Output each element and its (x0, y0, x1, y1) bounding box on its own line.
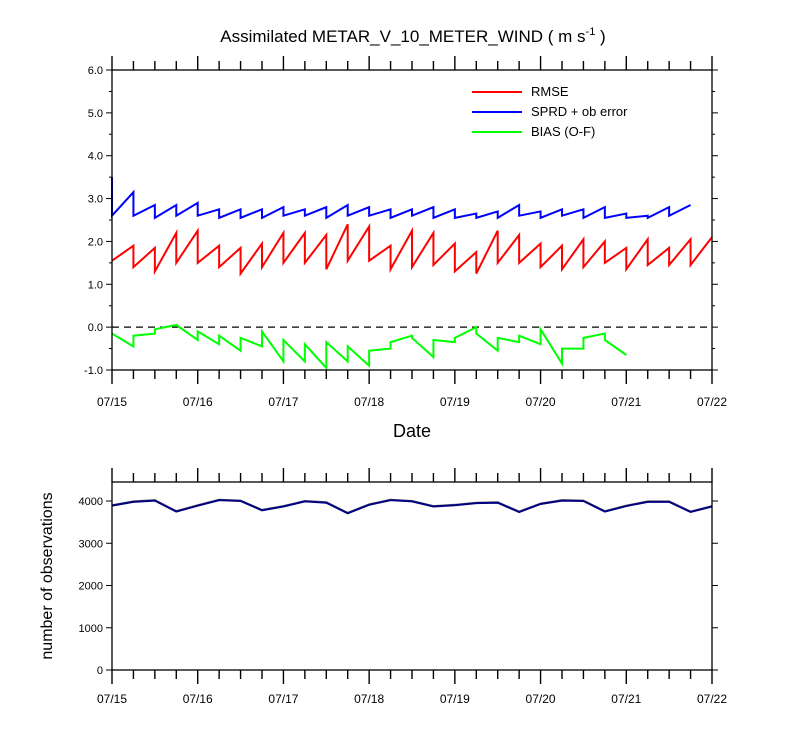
x-tick-label: 07/22 (697, 395, 727, 409)
y-tick-label: 1000 (79, 623, 103, 635)
x-tick-label: 07/21 (611, 692, 641, 706)
x-tick-label: 07/18 (354, 692, 384, 706)
x-tick-label: 07/20 (526, 395, 556, 409)
series-line-bias-o-f (111, 323, 627, 371)
x-tick-label: 07/20 (526, 692, 556, 706)
y-tick-label: 2000 (79, 581, 103, 593)
x-axis-label: Date (393, 421, 431, 441)
series-line-assimilated-observations (111, 499, 713, 515)
chart-title: Assimilated METAR_V_10_METER_WIND ( m s-… (220, 26, 605, 46)
y-axis-label: number of observations (39, 492, 56, 659)
y-tick-label: 1.0 (88, 279, 103, 291)
title-superscript: -1 (586, 26, 596, 38)
top-panel: -1.0 0.0 1.0 2.0 3.0 4.0 5.0 6.0 07/15 07/16 07/17… (84, 56, 727, 409)
bottom-series-group (111, 498, 713, 515)
x-tick-label: 07/15 (97, 395, 127, 409)
x-tick-label: 07/19 (440, 395, 470, 409)
legend: RMSE SPRD + ob error BIAS (O-F) (472, 84, 628, 139)
title-suffix: ) (595, 27, 605, 46)
legend-label: BIAS (O-F) (531, 124, 595, 139)
x-tick-label: 07/18 (354, 395, 384, 409)
x-tick-label: 07/17 (268, 395, 298, 409)
x-tick-label: 07/17 (268, 692, 298, 706)
bottom-plot-frame (111, 481, 713, 671)
y-tick-label: 3000 (79, 538, 103, 550)
x-tick-label: 07/22 (697, 692, 727, 706)
x-tick-label: 07/15 (97, 692, 127, 706)
top-plot-frame (111, 69, 713, 371)
y-tick-label: 4.0 (88, 151, 103, 163)
y-tick-label: -1.0 (84, 365, 103, 377)
y-tick-label: 6.0 (88, 65, 103, 77)
bottom-panel: 0 1000 2000 3000 4000 07/15 07/16 07/17 07/18 07/… (79, 468, 728, 706)
series-line-sprd-ob-error (111, 177, 692, 220)
y-tick-label: 4000 (79, 496, 103, 508)
x-tick-label: 07/16 (183, 395, 213, 409)
x-tick-label: 07/21 (611, 395, 641, 409)
y-tick-label: 0.0 (88, 322, 103, 334)
y-tick-label: 2.0 (88, 236, 103, 248)
series-line-rmse (111, 222, 713, 277)
legend-label: RMSE (531, 84, 569, 99)
y-tick-label: 0 (97, 665, 103, 677)
x-tick-label: 07/16 (183, 692, 213, 706)
y-tick-label: 3.0 (88, 194, 103, 206)
x-tick-label: 07/19 (440, 692, 470, 706)
top-tick-labels: -1.0 0.0 1.0 2.0 3.0 4.0 5.0 6.0 07/15 07/16 07/17… (84, 65, 727, 409)
top-series-group (111, 177, 713, 371)
legend-label: SPRD + ob error (531, 104, 628, 119)
bottom-ticks (106, 468, 718, 684)
y-tick-label: 5.0 (88, 108, 103, 120)
bottom-tick-labels: 0 1000 2000 3000 4000 07/15 07/16 07/17 07/18 07/… (79, 496, 728, 706)
